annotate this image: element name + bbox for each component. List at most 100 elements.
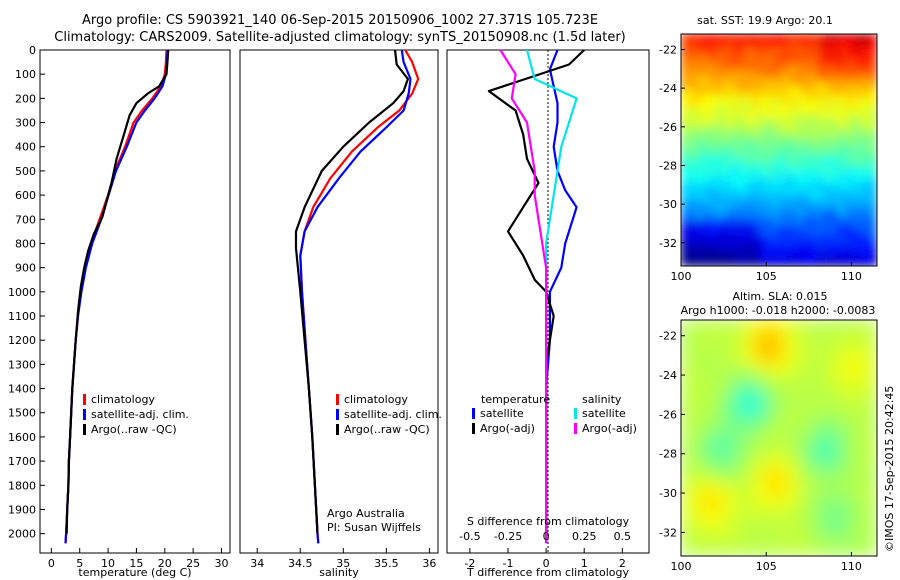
sst-cell	[695, 210, 702, 217]
sst-cell	[744, 53, 751, 60]
sst-cell	[763, 215, 770, 222]
sla-cell	[784, 400, 792, 408]
sla-cell	[790, 320, 798, 327]
sst-cell	[788, 225, 795, 232]
sst-cell	[734, 260, 741, 266]
sst-cell	[709, 94, 716, 101]
sla-cell	[698, 356, 706, 364]
sla-cell	[821, 512, 829, 520]
sst-cell	[832, 99, 839, 106]
sst-cell	[798, 114, 804, 121]
sst-cell	[832, 204, 839, 212]
sla-cell	[784, 344, 792, 352]
sla-cell	[815, 350, 823, 358]
sst-cell	[803, 149, 809, 156]
sst-cell	[734, 215, 741, 222]
sst-cell	[837, 169, 844, 176]
sst-cell	[788, 129, 795, 136]
sst-cell	[739, 78, 746, 85]
sla-cell	[735, 530, 743, 538]
sst-cell	[803, 199, 809, 206]
sla-cell	[827, 350, 835, 358]
sst-cell	[685, 78, 692, 85]
sla-cell	[790, 418, 798, 427]
sst-cell	[871, 38, 877, 45]
sla-cell	[778, 331, 786, 340]
sla-cell	[784, 431, 792, 439]
sla-cell	[790, 387, 798, 396]
sst-cell	[739, 159, 746, 166]
sla-cell	[839, 524, 847, 532]
header-line1: Argo profile: CS 5903921_140 06-Sep-2015…	[82, 13, 598, 28]
sst-cell	[866, 189, 873, 196]
sla-cell	[858, 437, 866, 445]
sla-cell	[705, 549, 713, 556]
sst-cell	[700, 144, 706, 151]
sla-cell	[760, 431, 768, 439]
sla-cell	[766, 462, 774, 470]
sst-cell	[690, 34, 697, 40]
sst-cell	[783, 144, 790, 151]
sst-cell	[714, 174, 721, 181]
sst-cell	[798, 129, 804, 136]
sla-cell	[681, 524, 688, 532]
sst-cell	[807, 169, 814, 176]
sla-cell	[772, 325, 780, 333]
sst-cell	[871, 34, 877, 40]
sst-cell	[773, 220, 780, 227]
sst-cell	[734, 189, 741, 196]
sst-cell	[700, 78, 706, 85]
sst-cell	[866, 174, 873, 181]
sla-cell	[705, 412, 713, 420]
sla-cell	[723, 487, 731, 495]
sst-cell	[681, 78, 687, 85]
sst-cell	[812, 43, 819, 50]
sla-cell	[778, 536, 786, 545]
sst-cell	[793, 109, 800, 116]
sst-cell	[709, 154, 716, 161]
sla-cell	[772, 443, 780, 451]
sst-cell	[709, 78, 716, 85]
sla-cell	[686, 344, 694, 352]
sla-cell	[711, 431, 719, 439]
sst-cell	[734, 220, 741, 227]
sst-cell	[758, 210, 765, 217]
sst-cell	[729, 199, 736, 206]
sst-cell	[695, 225, 702, 232]
sst-cell	[793, 260, 800, 266]
sla-cell	[845, 394, 853, 402]
sst-cell	[719, 179, 726, 186]
sst-cell	[705, 114, 711, 121]
sst-cell	[695, 255, 702, 262]
sst-cell	[719, 194, 726, 201]
sst-cell	[817, 174, 824, 181]
sst-cell	[773, 210, 780, 217]
sst-cell	[681, 250, 687, 257]
sst-cell	[817, 88, 824, 96]
sst-cell	[719, 38, 726, 45]
sla-cell	[864, 462, 872, 470]
sla-cell	[833, 480, 841, 489]
sla-cell	[778, 437, 786, 445]
sla-cell	[754, 487, 762, 495]
sla-cell	[821, 418, 829, 427]
sst-cell	[832, 38, 839, 45]
sst-cell	[817, 260, 824, 266]
sst-cell	[812, 134, 819, 141]
sst-cell	[768, 255, 775, 262]
sst-cell	[837, 114, 844, 121]
sst-cell	[749, 68, 755, 75]
sst-cell	[842, 119, 849, 126]
sla-cell	[870, 480, 877, 489]
sla-cell	[686, 400, 694, 408]
sst-cell	[695, 154, 702, 161]
sst-cell	[856, 225, 863, 232]
sla-cell	[698, 412, 706, 420]
sla-cell	[760, 456, 768, 464]
sst-cell	[783, 149, 790, 156]
sst-cell	[744, 104, 751, 111]
sla-cell	[698, 499, 706, 507]
sla-cell	[803, 325, 811, 333]
sst-cell	[856, 78, 863, 85]
sla-cell	[741, 474, 749, 482]
